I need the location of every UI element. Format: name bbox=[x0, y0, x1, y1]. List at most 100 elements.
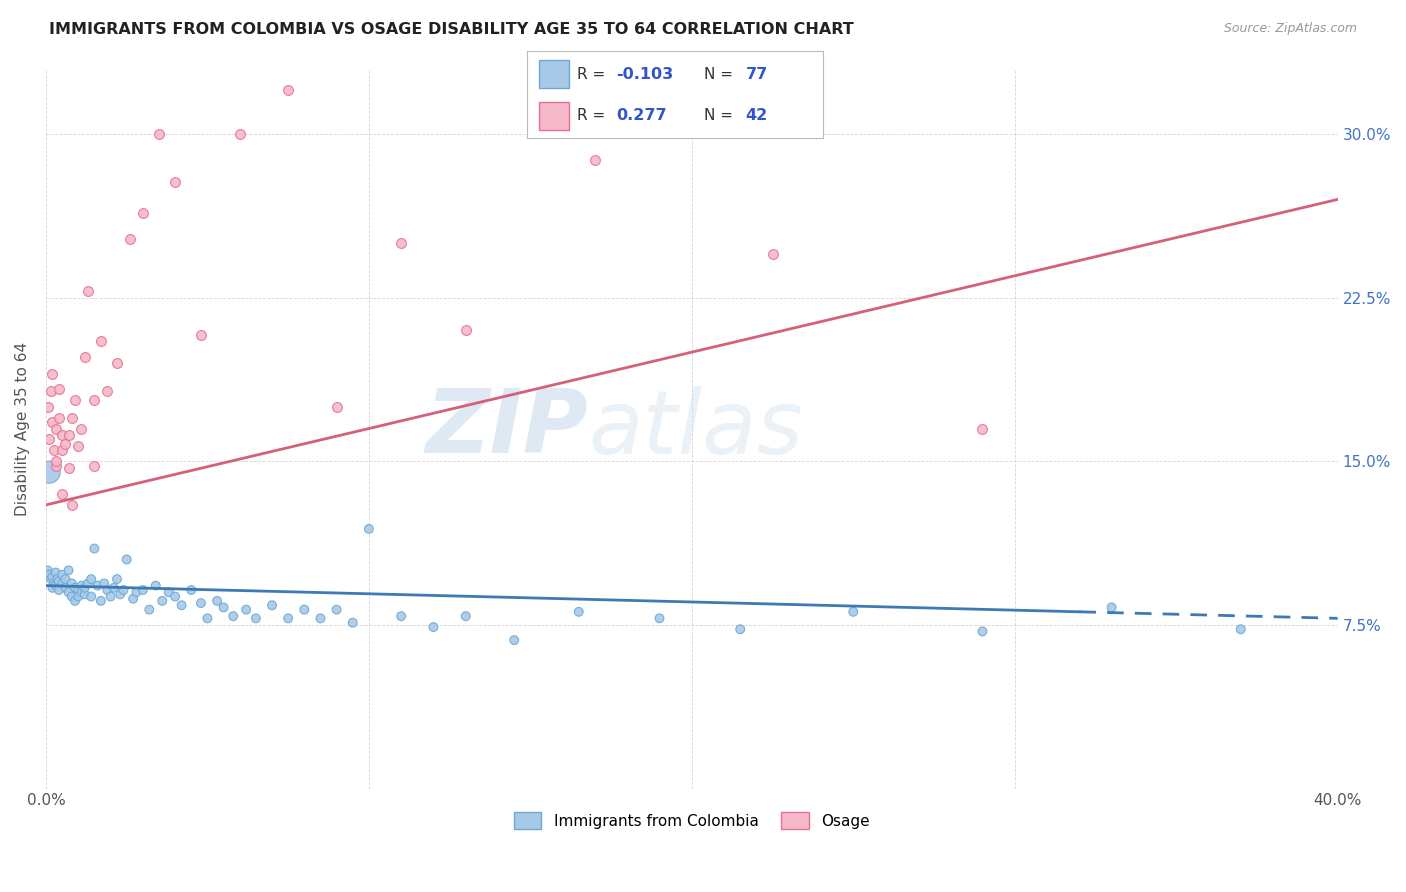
Point bbox=[58, 428, 80, 442]
Point bbox=[73, 581, 96, 595]
Point bbox=[972, 624, 994, 639]
Text: 0.277: 0.277 bbox=[616, 108, 666, 123]
Point bbox=[389, 235, 412, 250]
Point bbox=[235, 602, 257, 616]
Point bbox=[422, 620, 444, 634]
Point bbox=[73, 350, 96, 364]
Point bbox=[80, 590, 103, 604]
Point bbox=[70, 421, 93, 435]
Point bbox=[357, 522, 380, 536]
Point bbox=[41, 581, 63, 595]
Point bbox=[58, 563, 80, 577]
Point bbox=[132, 582, 155, 597]
Point bbox=[70, 585, 93, 599]
Point bbox=[277, 611, 299, 625]
Point bbox=[190, 327, 212, 342]
Point bbox=[568, 605, 591, 619]
Point bbox=[42, 576, 65, 591]
Point bbox=[37, 400, 59, 414]
Point bbox=[228, 127, 250, 141]
Point bbox=[38, 433, 60, 447]
Text: atlas: atlas bbox=[589, 385, 803, 472]
Point bbox=[63, 594, 86, 608]
Point bbox=[77, 576, 100, 591]
Point bbox=[309, 611, 332, 625]
Point bbox=[39, 572, 62, 586]
Point bbox=[148, 127, 170, 141]
Point bbox=[51, 567, 73, 582]
Point bbox=[45, 566, 67, 580]
Point bbox=[503, 633, 526, 648]
Point bbox=[1101, 600, 1123, 615]
Point bbox=[83, 458, 105, 473]
Point bbox=[51, 443, 73, 458]
Point bbox=[58, 585, 80, 599]
Point bbox=[63, 393, 86, 408]
Point bbox=[45, 579, 67, 593]
Point bbox=[138, 602, 160, 616]
Point bbox=[48, 582, 70, 597]
Point bbox=[83, 541, 105, 556]
Y-axis label: Disability Age 35 to 64: Disability Age 35 to 64 bbox=[15, 342, 30, 516]
Point bbox=[60, 498, 83, 512]
Point bbox=[73, 587, 96, 601]
Point bbox=[51, 576, 73, 591]
Point bbox=[67, 439, 90, 453]
Point bbox=[454, 323, 477, 337]
Point bbox=[125, 585, 148, 599]
Point bbox=[260, 599, 283, 613]
Point bbox=[41, 415, 63, 429]
Point bbox=[180, 582, 202, 597]
Point bbox=[157, 585, 180, 599]
Point bbox=[170, 599, 193, 613]
Point bbox=[67, 582, 90, 597]
Point bbox=[728, 622, 751, 636]
Point bbox=[53, 581, 76, 595]
Point bbox=[67, 590, 90, 604]
Point bbox=[48, 410, 70, 425]
Point bbox=[132, 205, 155, 219]
Point bbox=[90, 334, 112, 349]
Text: N =: N = bbox=[704, 108, 738, 123]
Point bbox=[60, 576, 83, 591]
Point bbox=[38, 567, 60, 582]
Text: ZIP: ZIP bbox=[426, 385, 589, 472]
Text: 77: 77 bbox=[745, 67, 768, 82]
Point bbox=[145, 579, 167, 593]
Point bbox=[45, 421, 67, 435]
Point bbox=[45, 454, 67, 468]
Text: IMMIGRANTS FROM COLOMBIA VS OSAGE DISABILITY AGE 35 TO 64 CORRELATION CHART: IMMIGRANTS FROM COLOMBIA VS OSAGE DISABI… bbox=[49, 22, 853, 37]
Point bbox=[648, 611, 671, 625]
Point bbox=[165, 175, 187, 189]
Point bbox=[90, 594, 112, 608]
Point bbox=[46, 572, 69, 586]
Point bbox=[80, 572, 103, 586]
Point bbox=[165, 590, 187, 604]
Text: -0.103: -0.103 bbox=[616, 67, 673, 82]
Point bbox=[41, 570, 63, 584]
Point bbox=[93, 576, 115, 591]
Point bbox=[39, 384, 62, 399]
Point bbox=[38, 465, 60, 479]
Point bbox=[292, 602, 315, 616]
Text: 42: 42 bbox=[745, 108, 768, 123]
Point bbox=[583, 153, 606, 168]
Text: Source: ZipAtlas.com: Source: ZipAtlas.com bbox=[1223, 22, 1357, 36]
Point bbox=[48, 574, 70, 589]
Point bbox=[454, 609, 477, 624]
Point bbox=[86, 579, 108, 593]
Point bbox=[112, 582, 135, 597]
Text: N =: N = bbox=[704, 67, 738, 82]
Point bbox=[63, 581, 86, 595]
Point bbox=[389, 609, 412, 624]
Point bbox=[342, 615, 364, 630]
Point bbox=[100, 590, 122, 604]
Point bbox=[45, 458, 67, 473]
Point bbox=[37, 563, 59, 577]
Point bbox=[70, 579, 93, 593]
Point bbox=[41, 367, 63, 381]
Legend: Immigrants from Colombia, Osage: Immigrants from Colombia, Osage bbox=[508, 806, 876, 835]
Point bbox=[115, 552, 138, 566]
Point bbox=[842, 605, 865, 619]
Point bbox=[103, 581, 125, 595]
